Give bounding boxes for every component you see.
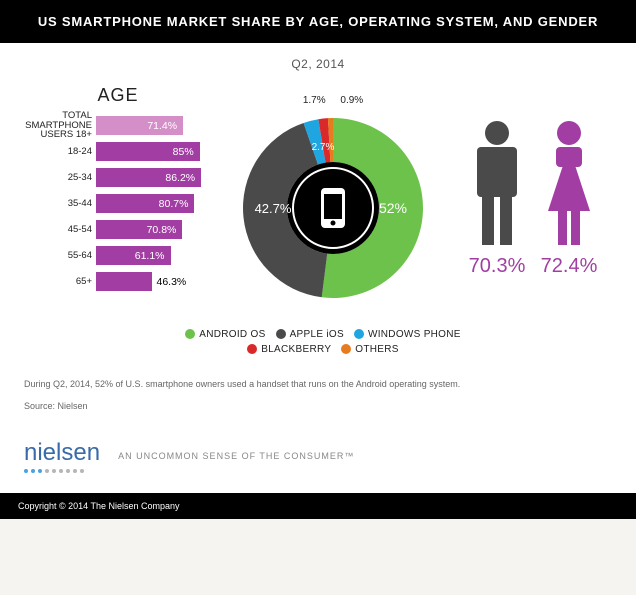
age-bar-row: 65+ 46.3%	[18, 270, 218, 293]
gender-male-value: 70.3%	[469, 255, 526, 278]
age-bar-label: 25-34	[18, 173, 96, 183]
age-bar-label: TOTAL SMARTPHONE USERS 18+	[18, 111, 96, 141]
age-bar-row: TOTAL SMARTPHONE USERS 18+71.4%	[18, 114, 218, 137]
age-chart-title: AGE	[18, 85, 218, 106]
gender-female: 72.4%	[540, 119, 598, 278]
donut-label: 42.7%	[255, 201, 292, 216]
donut-top-labels: 1.7% 0.9%	[238, 95, 428, 106]
main-row: AGE TOTAL SMARTPHONE USERS 18+71.4% 18-24…	[0, 75, 636, 321]
header-bar: US SMARTPHONE MARKET SHARE BY AGE, OPERA…	[0, 0, 636, 43]
donut-svg: 2.7% 42.7% 52%	[238, 113, 428, 303]
age-bar-track: 80.7%	[96, 194, 218, 213]
brand-dots	[24, 469, 100, 473]
brand-row: nielsen AN UNCOMMON SENSE OF THE CONSUME…	[0, 429, 636, 493]
legend-swatch	[276, 329, 286, 339]
legend: ANDROID OS APPLE iOS WINDOWS PHONE BLACKBE…	[0, 321, 636, 373]
legend-label: WINDOWS PHONE	[368, 329, 461, 340]
legend-swatch	[354, 329, 364, 339]
age-bar-row: 55-6461.1%	[18, 244, 218, 267]
age-bar-label: 18-24	[18, 147, 96, 157]
age-bar: 80.7%	[96, 194, 194, 213]
legend-swatch	[185, 329, 195, 339]
legend-label: OTHERS	[355, 344, 398, 355]
brand-tagline: AN UNCOMMON SENSE OF THE CONSUMER™	[118, 451, 354, 461]
age-bar: 70.8%	[96, 220, 182, 239]
age-bar-row: 18-2485%	[18, 140, 218, 163]
age-bar-row: 25-3486.2%	[18, 166, 218, 189]
age-bar-track: 46.3%	[96, 272, 218, 291]
copyright-bar: Copyright © 2014 The Nielsen Company	[0, 493, 636, 519]
age-bars: TOTAL SMARTPHONE USERS 18+71.4% 18-2485% 2…	[18, 114, 218, 293]
age-bar: 61.1%	[96, 246, 171, 265]
gender-male: 70.3%	[468, 119, 526, 278]
legend-label: BLACKBERRY	[261, 344, 331, 355]
header-title: US SMARTPHONE MARKET SHARE BY AGE, OPERA…	[38, 14, 598, 29]
subhead: Q2, 2014	[0, 43, 636, 75]
gender-chart: 70.3% 72.4%	[448, 85, 618, 278]
age-bar-label: 65+	[18, 277, 96, 287]
donut-label: 2.7%	[312, 142, 335, 153]
gender-female-value: 72.4%	[541, 255, 598, 278]
brand-logo: nielsen	[24, 439, 100, 473]
legend-row-1: BLACKBERRY OTHERS	[10, 344, 626, 355]
age-chart: AGE TOTAL SMARTPHONE USERS 18+71.4% 18-24…	[18, 85, 218, 296]
legend-row-0: ANDROID OS APPLE iOS WINDOWS PHONE	[10, 329, 626, 340]
age-bar-label: 35-44	[18, 199, 96, 209]
donut-label: 52%	[379, 200, 407, 216]
age-bar-track: 71.4%	[96, 116, 218, 135]
age-bar-track: 70.8%	[96, 220, 218, 239]
donut-wrap: 1.7% 0.9% 2.7%42.7%52%	[238, 113, 428, 303]
age-bar-value: 46.3%	[156, 276, 186, 288]
infographic-frame: US SMARTPHONE MARKET SHARE BY AGE, OPERA…	[0, 0, 636, 519]
age-bar: 85%	[96, 142, 200, 161]
age-bar-track: 86.2%	[96, 168, 218, 187]
age-bar-row: 35-4480.7%	[18, 192, 218, 215]
age-bar-track: 85%	[96, 142, 218, 161]
age-bar	[96, 272, 152, 291]
legend-label: ANDROID OS	[199, 329, 265, 340]
age-bar: 86.2%	[96, 168, 201, 187]
legend-swatch	[341, 344, 351, 354]
age-bar-row: 45-5470.8%	[18, 218, 218, 241]
legend-swatch	[247, 344, 257, 354]
male-icon	[468, 119, 526, 249]
copyright-text: Copyright © 2014 The Nielsen Company	[18, 501, 180, 511]
age-bar-label: 45-54	[18, 225, 96, 235]
donut-top-label-1: 0.9%	[340, 95, 363, 106]
source-line: Source: Nielsen	[0, 395, 636, 429]
donut-top-label-0: 1.7%	[303, 95, 326, 106]
age-bar-track: 61.1%	[96, 246, 218, 265]
age-bar-label: 55-64	[18, 251, 96, 261]
footnote: During Q2, 2014, 52% of U.S. smartphone …	[0, 373, 636, 395]
legend-label: APPLE iOS	[290, 329, 344, 340]
donut-chart: 1.7% 0.9% 2.7% 42.7% 52%	[218, 85, 448, 303]
brand-name: nielsen	[24, 439, 100, 467]
phone-icon	[321, 188, 345, 228]
age-bar: 71.4%	[96, 116, 183, 135]
female-icon	[540, 119, 598, 249]
